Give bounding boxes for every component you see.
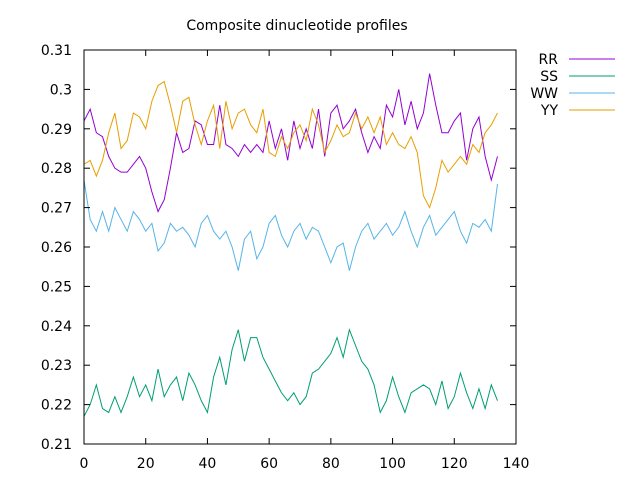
x-tick-label: 60 <box>260 456 278 472</box>
x-tick-label: 80 <box>322 456 340 472</box>
series-line-ss <box>83 328 498 417</box>
y-tick-label: 0.25 <box>41 279 72 295</box>
plot-frame <box>83 49 517 445</box>
x-tick-label: 20 <box>137 456 155 472</box>
legend-label-yy: YY <box>540 103 559 119</box>
series-line-ww <box>83 179 498 271</box>
x-tick-label: 40 <box>199 456 217 472</box>
y-tick-label: 0.29 <box>41 122 72 138</box>
x-tick-label: 140 <box>503 456 530 472</box>
y-tick-label: 0.24 <box>41 319 72 335</box>
legend-label-ss: SS <box>540 69 558 85</box>
y-tick-label: 0.31 <box>41 43 72 59</box>
series-line-rr <box>83 73 498 213</box>
y-tick-label: 0.26 <box>41 240 72 256</box>
legend-label-ww: WW <box>530 86 558 102</box>
legend-label-rr: RR <box>539 52 559 68</box>
y-tick-label: 0.23 <box>41 358 72 374</box>
series-line-yy <box>83 80 498 209</box>
y-tick-label: 0.27 <box>41 201 72 217</box>
chart-title: Composite dinucleotide profiles <box>186 18 407 34</box>
x-tick-label: 120 <box>441 456 468 472</box>
x-tick-label: 0 <box>80 456 89 472</box>
x-axis: 0 20 40 60 80 100 120 140 <box>80 50 530 472</box>
y-tick-label: 0.28 <box>41 161 72 177</box>
y-tick-label: 0.3 <box>50 82 72 98</box>
y-axis: 0.21 0.22 0.23 0.24 0.25 0.26 0.27 0.28 0.29 0.3 0… <box>41 43 516 453</box>
plot-area <box>83 73 498 417</box>
y-tick-label: 0.21 <box>41 437 72 453</box>
x-tick-label: 100 <box>379 456 406 472</box>
y-tick-label: 0.22 <box>41 398 72 414</box>
